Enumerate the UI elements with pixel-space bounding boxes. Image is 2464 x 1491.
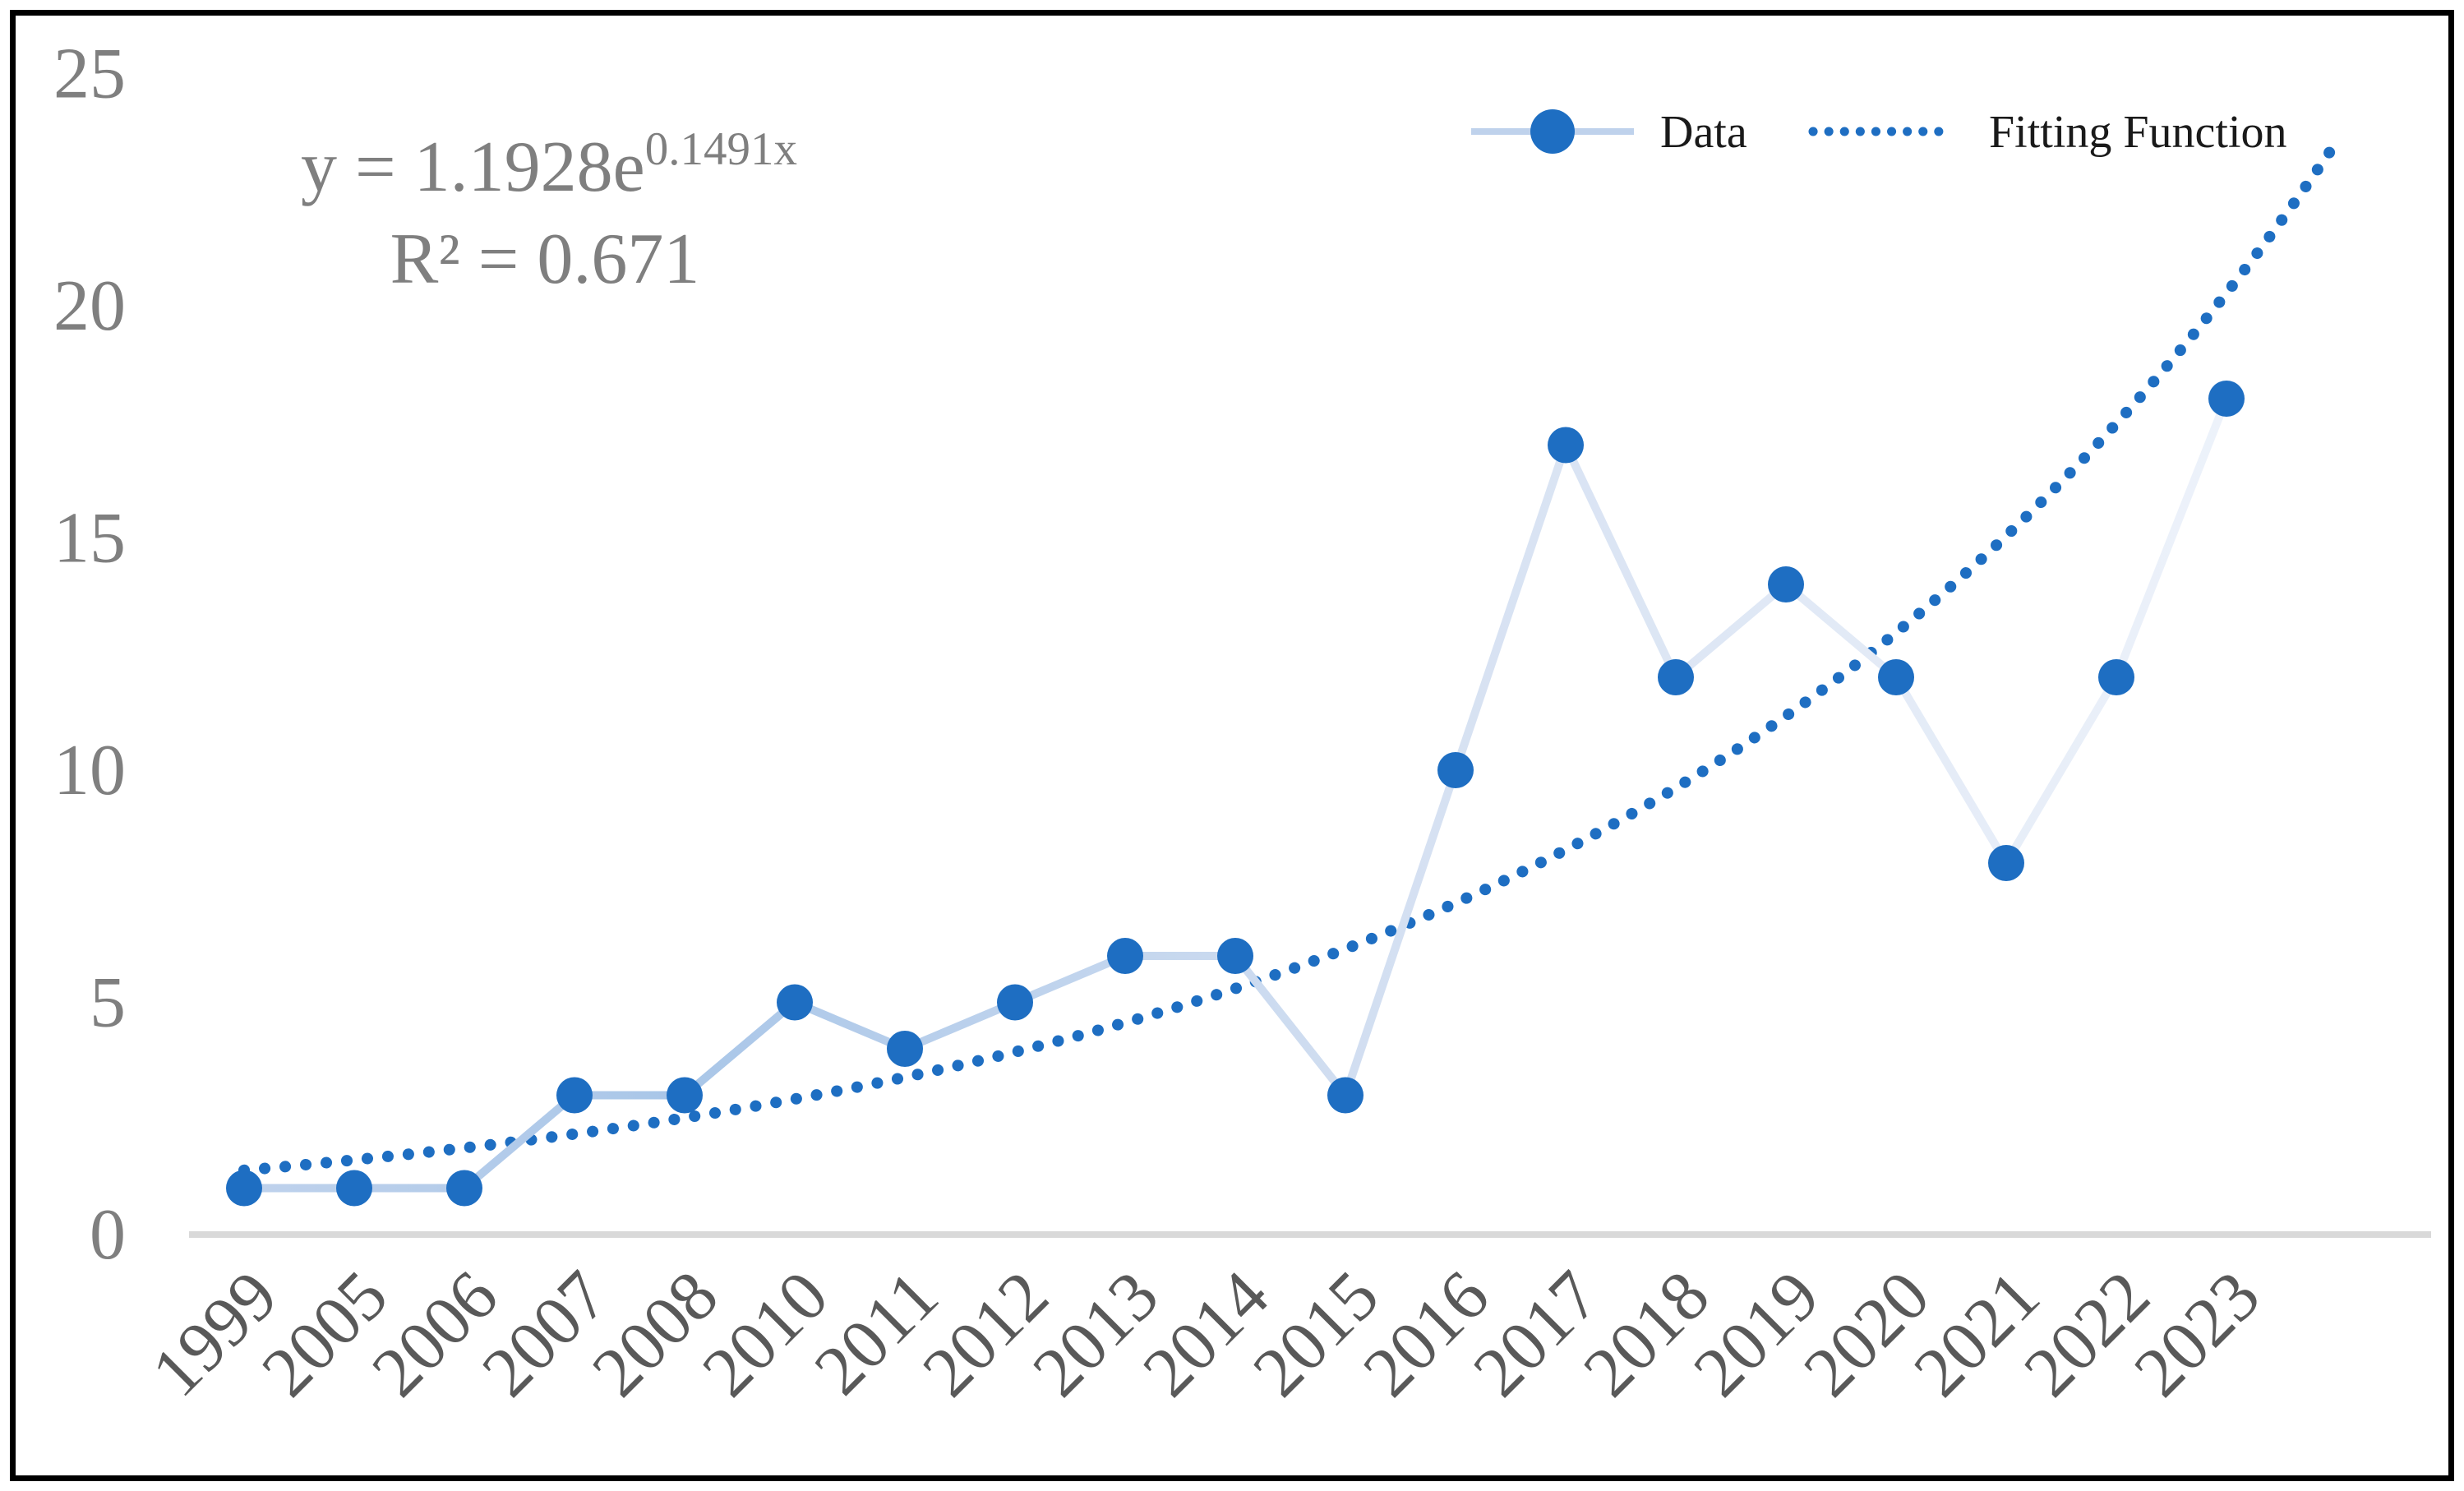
trendline-group xyxy=(238,136,2342,1176)
data-series-group xyxy=(244,397,2231,1193)
data-point-2008 xyxy=(667,1077,703,1114)
data-markers-group xyxy=(226,381,2245,1207)
data-point-2018 xyxy=(1658,659,1694,695)
legend-data-marker-icon xyxy=(1530,109,1575,154)
data-point-2023 xyxy=(2208,381,2245,417)
equation-r-squared: R² = 0.671 xyxy=(390,219,700,299)
data-point-2006 xyxy=(446,1170,482,1207)
trendline-path xyxy=(238,136,2342,1176)
data-point-2020 xyxy=(1878,659,1914,695)
equation-annotation: y = 1.1928e0.1491x R² = 0.671 xyxy=(301,123,797,299)
y-tick-label: 20 xyxy=(53,266,126,346)
data-point-2007 xyxy=(556,1077,593,1114)
data-point-2021 xyxy=(1988,845,2024,881)
data-point-2022 xyxy=(2098,659,2134,695)
data-point-2012 xyxy=(997,984,1033,1021)
y-tick-label: 25 xyxy=(53,35,126,114)
y-tick-label: 5 xyxy=(90,963,126,1043)
x-axis-tick-labels: 1999200520062007200820102011201220132014… xyxy=(136,1256,2275,1412)
y-axis-tick-labels: 0 5 10 15 20 25 xyxy=(53,35,126,1276)
equation-exponent-text: 0.1491x xyxy=(645,123,797,175)
legend-data-label: Data xyxy=(1660,107,1747,158)
equation-line1: y = 1.1928e0.1491x xyxy=(301,123,797,207)
data-point-2014 xyxy=(1217,938,1253,974)
data-point-2016 xyxy=(1437,752,1474,788)
data-point-2013 xyxy=(1107,938,1143,974)
legend-fitting-label: Fitting Function xyxy=(1989,107,2287,158)
equation-base-text: y = 1.1928e xyxy=(301,127,645,207)
data-point-2019 xyxy=(1768,566,1804,602)
data-point-2015 xyxy=(1327,1077,1364,1114)
x-axis-label: 2023 xyxy=(2119,1256,2275,1412)
y-tick-label: 0 xyxy=(90,1195,126,1275)
legend: Data Fitting Function xyxy=(1471,107,2287,158)
data-point-2005 xyxy=(336,1170,372,1207)
data-point-2017 xyxy=(1548,427,1584,464)
y-tick-label: 15 xyxy=(53,499,126,579)
data-point-2010 xyxy=(777,984,813,1021)
y-tick-label: 10 xyxy=(53,731,126,810)
data-point-2011 xyxy=(887,1031,923,1067)
data-series-line xyxy=(244,397,2231,1193)
data-point-1999 xyxy=(226,1170,262,1207)
